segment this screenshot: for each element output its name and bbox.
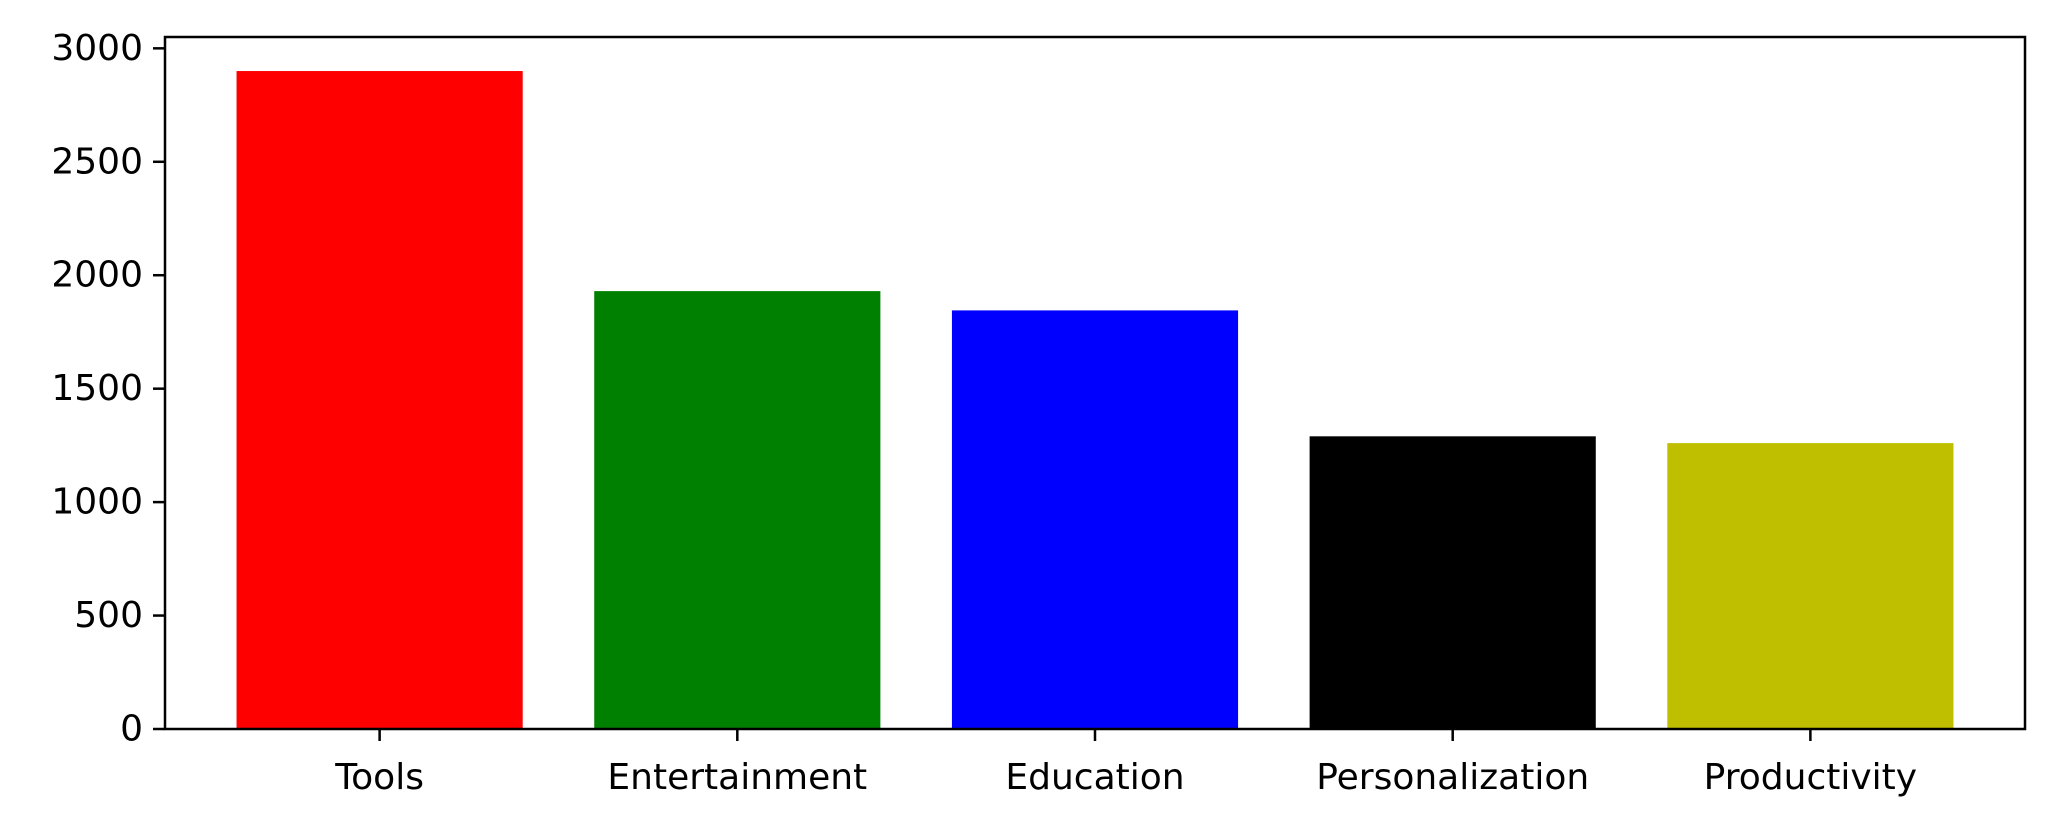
x-tick-label-productivity: Productivity xyxy=(1704,757,1917,798)
bar-productivity xyxy=(1667,443,1954,729)
bar-tools xyxy=(236,71,523,730)
x-axis: Tools Entertainment Education Personalizati… xyxy=(334,729,1917,798)
y-tick-label: 2000 xyxy=(51,255,143,296)
y-tick-label: 2500 xyxy=(51,141,143,182)
y-tick-label: 1500 xyxy=(51,368,143,409)
x-tick-label-education: Education xyxy=(1005,757,1184,798)
y-axis: 0 500 1000 1500 2000 2500 3000 xyxy=(51,28,165,750)
bar-personalization xyxy=(1309,436,1596,729)
x-tick-label-tools: Tools xyxy=(334,757,424,798)
y-tick-label: 3000 xyxy=(51,28,143,69)
y-tick-label: 1000 xyxy=(51,482,143,523)
bars-layer xyxy=(236,71,1954,730)
y-tick-label: 0 xyxy=(120,709,143,750)
x-tick-label-personalization: Personalization xyxy=(1316,757,1589,798)
plot-frame xyxy=(163,35,2027,731)
bar-education xyxy=(951,310,1239,729)
bar-entertainment xyxy=(594,291,881,729)
x-tick-label-entertainment: Entertainment xyxy=(607,757,867,798)
y-tick-label: 500 xyxy=(74,595,143,636)
